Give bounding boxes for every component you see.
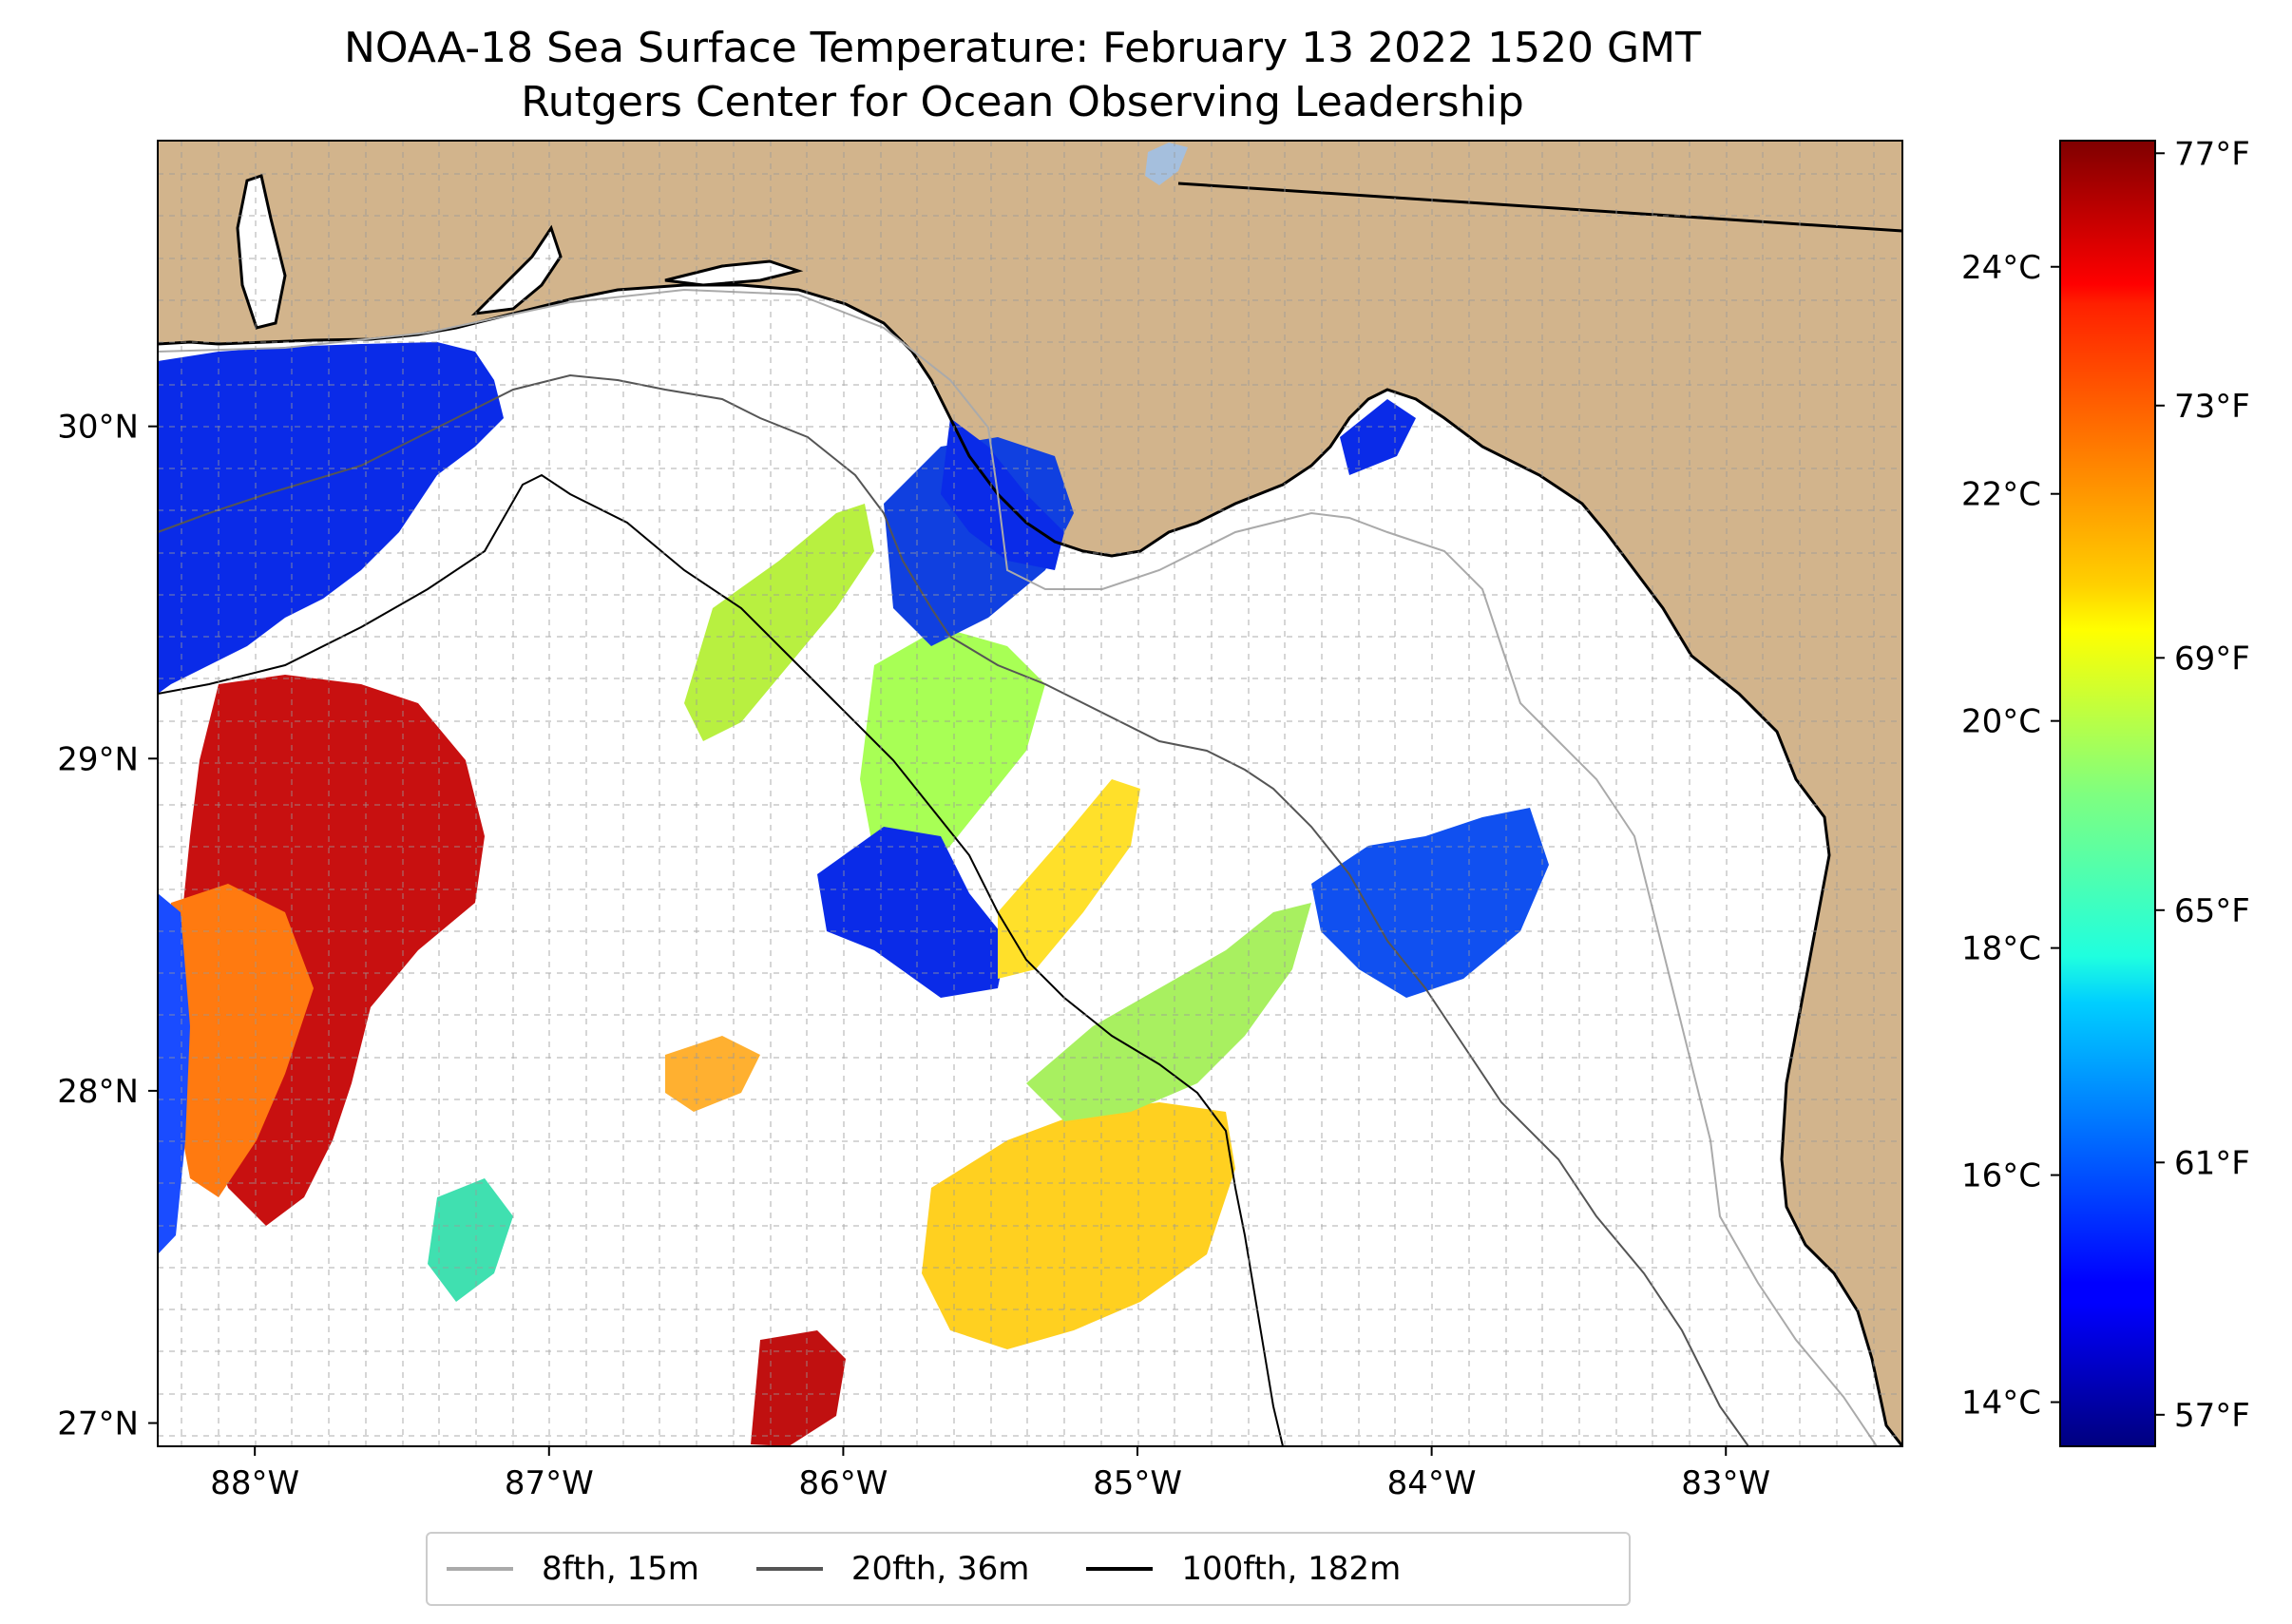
legend-label-20fth: 20fth, 36m (850, 1550, 1030, 1588)
legend-swatch-100fth (1086, 1567, 1154, 1571)
map-area (158, 141, 1902, 1446)
gridlines (158, 141, 1902, 1446)
fahrenheit-tick-label: 65°F (2174, 892, 2250, 930)
celsius-tick-label: 24°C (1961, 249, 2041, 287)
lon-tick-label: 84°W (1387, 1464, 1477, 1502)
longitude-axis: 88°W 87°W 86°W 85°W 84°W 83°W (210, 1446, 1770, 1502)
lon-tick-label: 87°W (505, 1464, 594, 1502)
title-line-1: NOAA-18 Sea Surface Temperature: Februar… (344, 24, 1701, 72)
pensacola-bay (470, 224, 563, 316)
land-north (158, 141, 1902, 1446)
legend-label-100fth: 100fth, 182m (1181, 1550, 1402, 1588)
map-frame (157, 140, 1903, 1447)
legend-item-100fth: 100fth, 182m (1086, 1550, 1401, 1588)
lat-tick-label: 30°N (57, 409, 139, 447)
colorbar-celsius-axis: 14°C 16°C 18°C 20°C 22°C 24°C (1961, 249, 2060, 1423)
choctaw-bay (664, 259, 804, 287)
sst-patch-west-orange (166, 884, 314, 1197)
sst-patch-east-green (1026, 903, 1311, 1121)
mobile-bay (236, 174, 287, 330)
sst-patch-mid-orange (665, 1036, 760, 1112)
sst-patch-south-red (751, 1330, 846, 1446)
lat-tick-label: 28°N (57, 1073, 139, 1111)
title-line-2: Rutgers Center for Ocean Observing Leade… (521, 78, 1524, 126)
sst-patch-center-blue (884, 437, 1074, 646)
legend-item-20fth: 20fth, 36m (755, 1550, 1030, 1588)
lon-tick-label: 88°W (210, 1464, 299, 1502)
sst-patch-center-yellow-1 (684, 504, 874, 741)
lat-tick-label: 27°N (57, 1405, 139, 1443)
lon-tick-label: 86°W (798, 1464, 888, 1502)
fahrenheit-tick-label: 69°F (2174, 640, 2250, 678)
isobath-20fth (158, 373, 1749, 1446)
sst-patch-west-blue (158, 342, 504, 694)
legend-swatch-20fth (755, 1567, 823, 1571)
celsius-tick-label: 16°C (1961, 1157, 2041, 1195)
fahrenheit-tick-label: 73°F (2174, 388, 2250, 426)
colorbar-fahrenheit-axis: 57°F 61°F 65°F 69°F 73°F 77°F (2155, 135, 2250, 1435)
colorbar (2059, 140, 2156, 1447)
lake-feature (1145, 143, 1188, 185)
sst-patch-north-blue (941, 418, 1064, 570)
sst-patch-center-yellow-3 (998, 779, 1140, 979)
sst-patch-northeast-blue (1340, 399, 1416, 475)
sst-patch-southeast-yellow (922, 1102, 1235, 1349)
isobath-100fth (158, 473, 1284, 1446)
celsius-tick-label: 14°C (1961, 1385, 2041, 1423)
lon-tick-label: 85°W (1093, 1464, 1182, 1502)
sst-patch-west-edge (158, 893, 190, 1254)
celsius-tick-label: 18°C (1961, 930, 2041, 968)
sst-patch-south-mix (428, 1178, 513, 1302)
celsius-tick-label: 22°C (1961, 476, 2041, 514)
legend-swatch-8fth (447, 1567, 513, 1571)
state-border (1177, 182, 1902, 233)
fahrenheit-tick-label: 61°F (2174, 1144, 2250, 1182)
celsius-tick-label: 20°C (1961, 703, 2041, 741)
lat-tick-label: 29°N (57, 740, 139, 778)
isobath-8fth (158, 288, 1878, 1446)
fahrenheit-tick-label: 57°F (2174, 1397, 2250, 1435)
fahrenheit-tick-label: 77°F (2174, 135, 2250, 173)
latitude-axis: 27°N 28°N 29°N 30°N (57, 409, 158, 1443)
legend-item-8fth: 8fth, 15m (447, 1550, 699, 1588)
isobath-legend: 8fth, 15m 20fth, 36m 100fth, 182m (426, 1532, 1631, 1606)
legend-label-8fth: 8fth, 15m (542, 1550, 699, 1588)
lon-tick-label: 83°W (1681, 1464, 1770, 1502)
sst-patch-center-blue-2 (817, 827, 1007, 998)
sst-patch-east-blue (1311, 808, 1549, 998)
sst-patch-center-yellow-2 (860, 627, 1045, 884)
